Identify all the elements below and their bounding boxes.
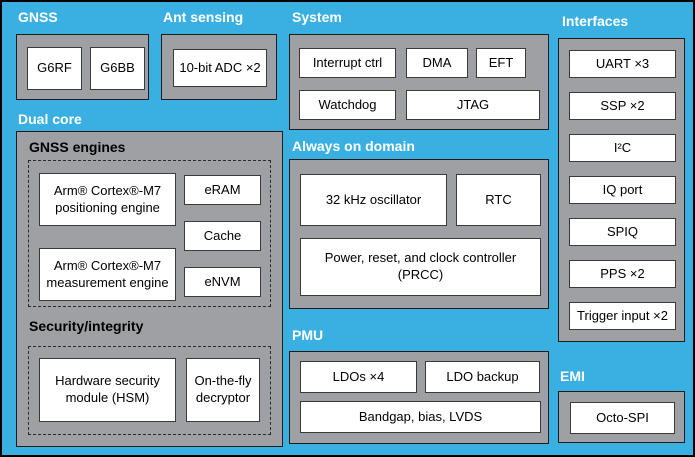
block-cortex-measurement: Arm® Cortex®-M7 measurement engine: [39, 248, 176, 301]
section-label-system: System: [292, 9, 342, 25]
panel-emi: Octo-SPI: [558, 391, 685, 443]
block-g6bb: G6BB: [90, 47, 145, 90]
group-security-integrity: Hardware security module (HSM) On-the-fl…: [28, 346, 271, 435]
block-prcc: Power, reset, and clock controller (PRCC…: [300, 238, 541, 296]
inner-label-gnss-engines: GNSS engines: [29, 139, 126, 155]
panel-interfaces: UART ×3 SSP ×2 I²C IQ port SPIQ PPS ×2 T…: [558, 38, 685, 342]
block-hsm: Hardware security module (HSM): [39, 358, 176, 422]
section-label-ant-sensing: Ant sensing: [163, 9, 244, 25]
block-rtc: RTC: [456, 174, 541, 226]
block-uart: UART ×3: [569, 50, 676, 78]
block-cache: Cache: [184, 221, 261, 251]
block-bandgap: Bandgap, bias, LVDS: [300, 401, 541, 433]
block-trigger-input: Trigger input ×2: [569, 302, 676, 330]
block-otf-decryptor: On-the-fly decryptor: [186, 358, 260, 422]
section-label-dual-core: Dual core: [18, 111, 82, 127]
block-jtag: JTAG: [406, 90, 540, 120]
block-ssp: SSP ×2: [569, 92, 676, 120]
block-interrupt-ctrl: Interrupt ctrl: [299, 48, 396, 78]
panel-gnss: G6RF G6BB: [16, 34, 149, 100]
block-eram: eRAM: [184, 175, 261, 205]
group-gnss-engines: Arm® Cortex®-M7 positioning engine eRAM …: [28, 160, 271, 307]
section-label-pmu: PMU: [292, 327, 324, 343]
panel-always-on: 32 kHz oscillator RTC Power, reset, and …: [289, 159, 549, 309]
block-envm: eNVM: [184, 267, 261, 297]
block-dma: DMA: [406, 48, 468, 78]
block-32khz-oscillator: 32 kHz oscillator: [300, 174, 447, 226]
section-label-interfaces: Interfaces: [562, 13, 629, 29]
section-label-emi: EMI: [560, 368, 585, 384]
section-label-gnss: GNSS: [18, 9, 58, 25]
inner-label-security-integrity: Security/integrity: [29, 318, 144, 334]
block-pps: PPS ×2: [569, 260, 676, 288]
block-ldos: LDOs ×4: [300, 361, 417, 393]
block-spiq: SPIQ: [569, 218, 676, 246]
block-g6rf: G6RF: [27, 47, 82, 90]
section-label-always-on: Always on domain: [292, 138, 415, 154]
block-eft: EFT: [476, 48, 526, 78]
panel-pmu: LDOs ×4 LDO backup Bandgap, bias, LVDS: [289, 351, 549, 444]
block-adc: 10-bit ADC ×2: [173, 49, 267, 87]
block-cortex-positioning: Arm® Cortex®-M7 positioning engine: [39, 173, 176, 226]
panel-system: Interrupt ctrl DMA EFT Watchdog JTAG: [289, 34, 549, 130]
panel-ant-sensing: 10-bit ADC ×2: [161, 34, 277, 100]
block-watchdog: Watchdog: [299, 90, 396, 120]
block-ldo-backup: LDO backup: [425, 361, 540, 393]
panel-dual-core: GNSS engines Arm® Cortex®-M7 positioning…: [16, 131, 283, 447]
block-iq-port: IQ port: [569, 176, 676, 204]
block-i2c: I²C: [569, 134, 676, 162]
block-octo-spi: Octo-SPI: [570, 402, 675, 434]
